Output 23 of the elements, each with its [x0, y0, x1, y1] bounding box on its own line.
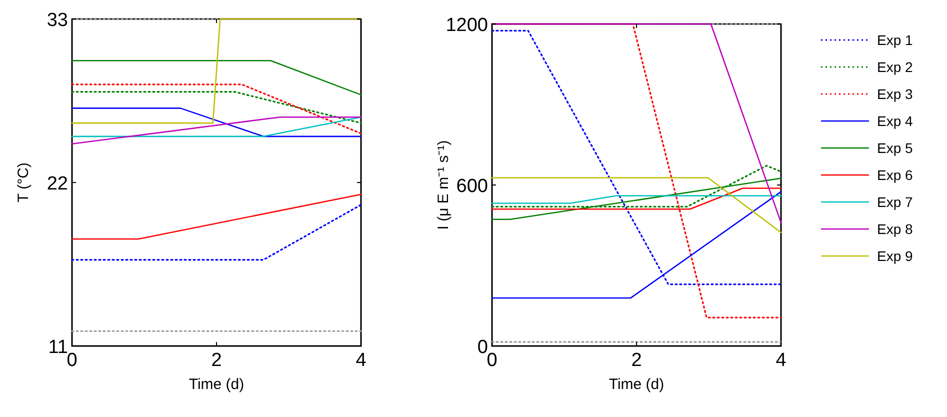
y-tick-label: 11: [48, 337, 68, 358]
legend-label: Exp 3: [877, 86, 914, 102]
legend-label: Exp 4: [877, 113, 914, 129]
y-axis-title: T (°C): [15, 162, 32, 202]
y-tick-label: 1200: [446, 15, 488, 36]
x-axis-title: Time (d): [188, 376, 244, 393]
y-tick-label: 0: [477, 337, 488, 358]
y-tick-label: 600: [456, 176, 488, 197]
legend-label: Exp 7: [877, 194, 914, 210]
legend-label: Exp 9: [877, 248, 914, 264]
legend-label: Exp 6: [877, 167, 914, 183]
y-axis-title: I (μ E m⁻¹ s⁻¹): [435, 140, 452, 230]
legend-label: Exp 1: [877, 32, 914, 48]
x-tick-label: 4: [356, 350, 367, 371]
x-tick-label: 4: [776, 350, 787, 371]
legend-label: Exp 8: [877, 221, 914, 237]
y-tick-label: 33: [46, 10, 68, 31]
x-tick-label: 2: [631, 350, 642, 371]
x-tick-label: 2: [211, 350, 222, 371]
legend-label: Exp 5: [877, 140, 914, 156]
x-axis-title: Time (d): [608, 376, 664, 393]
legend-label: Exp 2: [877, 59, 914, 75]
y-tick-label: 22: [46, 174, 68, 194]
